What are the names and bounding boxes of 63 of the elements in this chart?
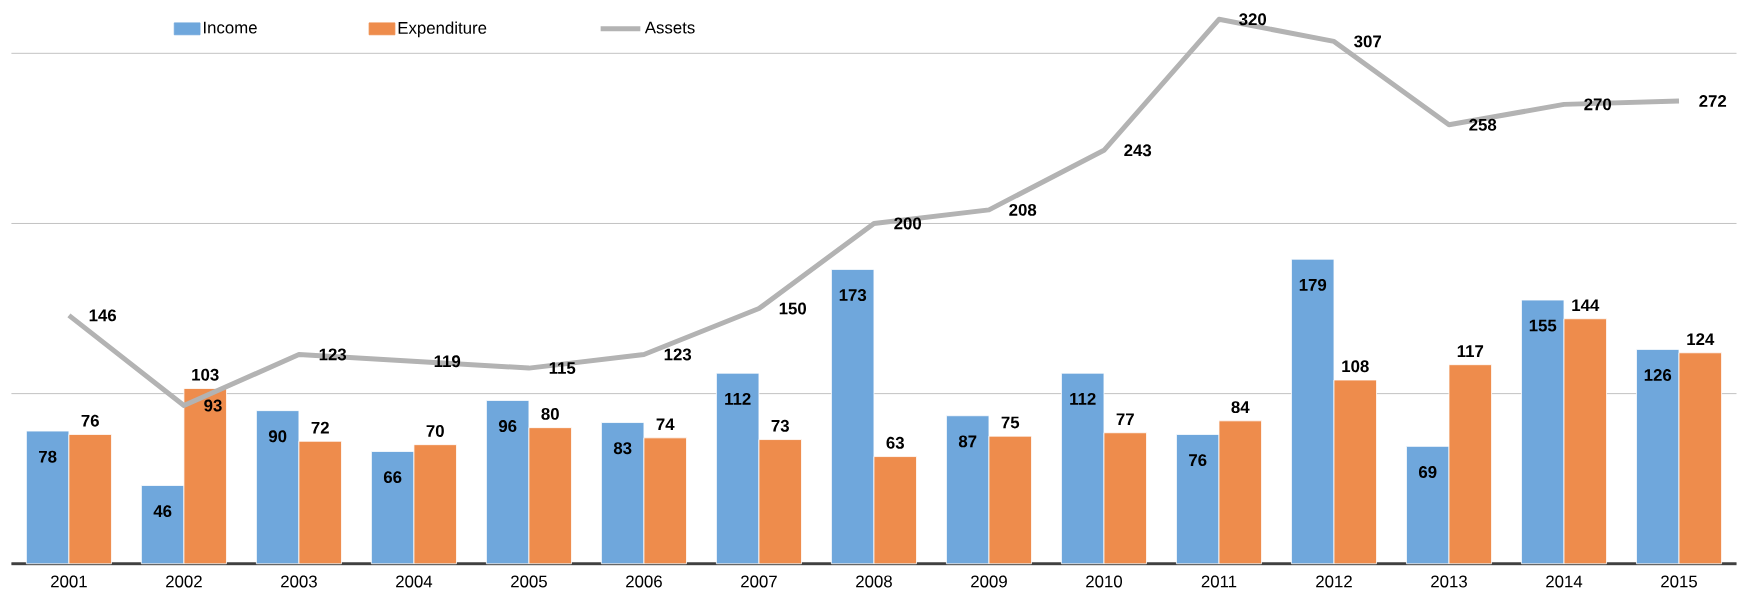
x-tick-label: 2012 (1316, 575, 1352, 588)
data-label: 115 (549, 361, 576, 374)
data-label: 76 (81, 414, 99, 427)
data-label: 96 (498, 419, 517, 432)
x-tick-label: 2010 (1086, 575, 1123, 588)
data-label: 119 (434, 355, 461, 368)
x-tick-label: 2009 (971, 575, 1007, 588)
data-label: 72 (311, 421, 329, 434)
data-label: 77 (1116, 413, 1134, 425)
data-label: 124 (1687, 333, 1715, 345)
data-label: 70 (426, 424, 444, 437)
data-label: 83 (613, 442, 632, 454)
data-label: 112 (725, 392, 751, 405)
data-label: 144 (1572, 299, 1600, 311)
x-tick-label: 2011 (1201, 575, 1237, 588)
legend-label: Income (203, 21, 257, 34)
data-label: 123 (319, 348, 347, 361)
data-label: 63 (886, 436, 904, 449)
x-tick-label: 2004 (396, 575, 433, 588)
data-label: 87 (958, 435, 977, 448)
x-tick-label: 2008 (856, 575, 892, 588)
data-label: 73 (771, 419, 789, 432)
data-label: 155 (1529, 319, 1557, 332)
x-tick-label: 2003 (281, 575, 317, 588)
x-tick-label: 2007 (741, 575, 777, 588)
data-label: 80 (541, 407, 559, 420)
data-label: 208 (1009, 203, 1037, 216)
x-tick-label: 2014 (1546, 575, 1583, 588)
data-label: 126 (1644, 368, 1672, 381)
data-label: 117 (1457, 345, 1484, 357)
data-label: 75 (1001, 416, 1020, 429)
x-tick-label: 2013 (1431, 575, 1467, 588)
legend-label: Assets (644, 21, 695, 34)
data-label: 258 (1469, 118, 1497, 131)
data-label: 84 (1231, 400, 1250, 413)
x-tick-label: 2015 (1661, 575, 1697, 588)
data-label: 270 (1584, 98, 1612, 111)
data-label: 112 (1070, 392, 1096, 405)
x-tick-label: 2005 (511, 575, 547, 588)
x-tick-label: 2006 (626, 575, 662, 588)
data-label: 74 (656, 418, 675, 430)
data-label: 200 (894, 217, 922, 230)
data-label: 150 (779, 302, 806, 315)
x-tick-label: 2002 (166, 575, 202, 588)
data-label: 243 (1124, 144, 1152, 157)
data-label: 272 (1699, 94, 1727, 107)
data-label: 66 (383, 470, 402, 483)
data-label: 320 (1239, 13, 1267, 26)
data-label: 103 (192, 368, 219, 381)
data-label: 307 (1354, 35, 1381, 48)
data-label: 93 (204, 399, 222, 412)
data-label: 78 (39, 450, 57, 463)
data-label: 69 (1418, 465, 1437, 478)
data-label: 146 (89, 309, 117, 322)
data-label: 179 (1299, 278, 1327, 291)
x-tick-label: 2001 (51, 575, 87, 588)
data-label: 108 (1342, 360, 1369, 372)
data-label: 90 (268, 430, 287, 442)
data-label: 46 (153, 504, 172, 517)
data-label: 123 (664, 348, 692, 361)
legend-label: Expenditure (398, 21, 487, 37)
data-label: 76 (1189, 453, 1207, 466)
data-label: 173 (839, 288, 867, 301)
